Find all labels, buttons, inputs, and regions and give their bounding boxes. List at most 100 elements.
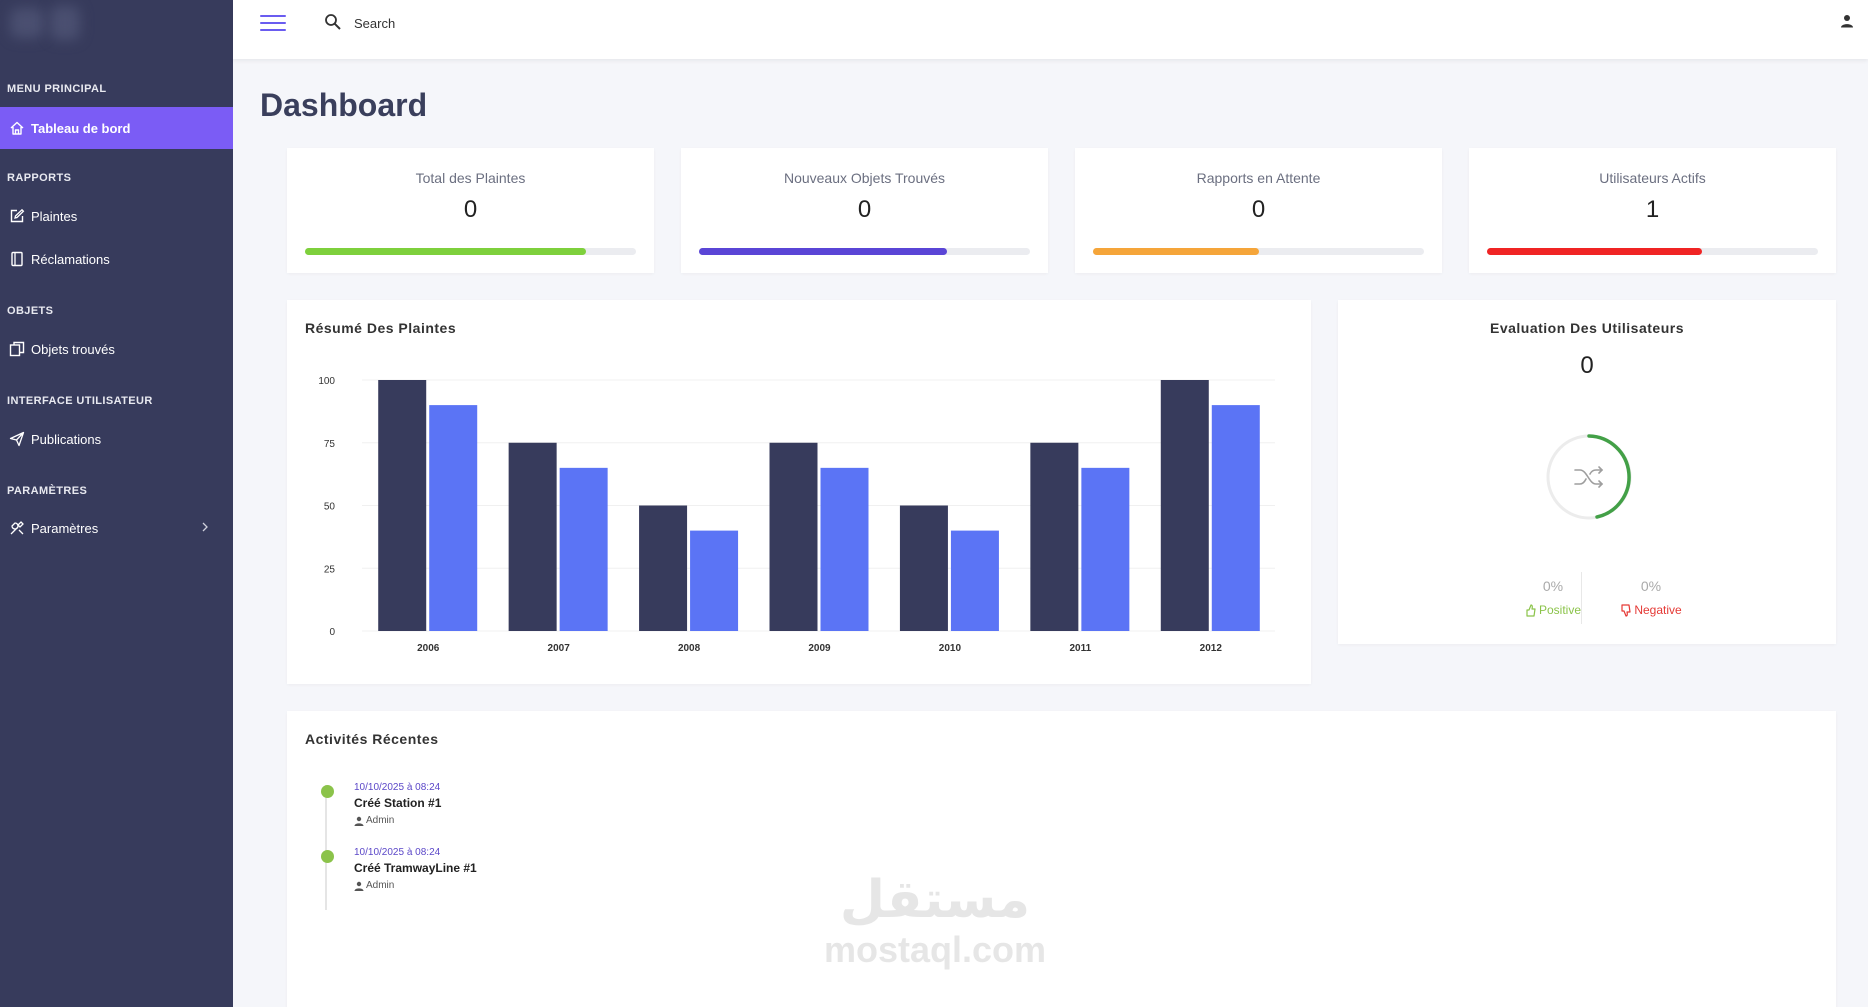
sidebar-item-parametres[interactable]: Paramètres	[0, 507, 233, 549]
x-tick-label: 2012	[1200, 643, 1223, 654]
timeline-dot	[321, 785, 334, 798]
bar-2008-series-2	[690, 530, 739, 631]
menu-toggle-icon[interactable]	[260, 15, 286, 35]
evaluation-value: 0	[1580, 352, 1594, 379]
activity-user: Admin	[354, 815, 394, 826]
negative-stat: 0% Negative	[1601, 578, 1701, 617]
section-title-interface-utilisateur: INTERFACE UTILISATEUR	[7, 395, 153, 407]
progress-bar	[699, 248, 1030, 255]
sidebar-item-objets-trouves[interactable]: Objets trouvés	[0, 328, 233, 370]
sidebar-item-tableau-de-bord[interactable]: Tableau de bord	[0, 107, 233, 149]
activity-title: Créé Station #1	[354, 796, 442, 810]
timeline-line	[325, 785, 327, 910]
bar-2007-series-1	[508, 442, 557, 631]
activity-user: Admin	[354, 880, 394, 891]
sidebar-item-label: Paramètres	[31, 520, 99, 536]
progress-fill	[1093, 248, 1259, 255]
chart-title: Résumé Des Plaintes	[305, 320, 457, 336]
thumbs-down-icon	[1621, 603, 1631, 617]
y-tick-label: 0	[329, 627, 335, 638]
bar-chart: 0 25 50 75 100 2006 2007 2008 2009 2010 2011 2012	[318, 376, 1275, 654]
sidebar-item-plaintes[interactable]: Plaintes	[0, 195, 233, 237]
evaluation-card: Evaluation Des Utilisateurs 0 0% Positiv…	[1338, 300, 1836, 644]
activity-user-name: Admin	[366, 880, 395, 891]
y-tick-label: 50	[324, 502, 336, 513]
x-tick-label: 2009	[808, 643, 831, 654]
bar-2011-series-2	[1081, 467, 1130, 631]
bar-2007-series-2	[559, 467, 608, 631]
bar-2006-series-2	[429, 405, 478, 631]
sidebar-item-publications[interactable]: Publications	[0, 418, 233, 460]
progress-bar	[1093, 248, 1424, 255]
x-tick-label: 2008	[678, 643, 701, 654]
evaluation-gauge	[1546, 434, 1632, 520]
page-title: Dashboard	[260, 87, 428, 123]
bar-2011-series-1	[1030, 442, 1079, 631]
stat-value: 0	[1251, 196, 1266, 223]
thumbs-up-icon	[1526, 603, 1536, 617]
stat-label: Nouveaux Objets Trouvés	[783, 170, 946, 186]
search-icon[interactable]	[324, 13, 342, 31]
sidebar-item-label: Plaintes	[31, 208, 78, 224]
stat-card-total-plaintes: Total des Plaintes 0	[287, 148, 654, 273]
activity-time: 10/10/2025 à 08:24	[354, 847, 441, 858]
copy-icon	[9, 341, 25, 357]
x-tick-label: 2010	[939, 643, 962, 654]
stat-value: 1	[1645, 196, 1660, 223]
negative-percent: 0%	[1640, 578, 1662, 594]
watermark-latin: mostaql.com	[823, 929, 1047, 970]
search-input[interactable]	[354, 12, 654, 34]
sidebar-item-reclamations[interactable]: Réclamations	[0, 238, 233, 280]
stat-value: 0	[857, 196, 872, 223]
activity-user-name: Admin	[366, 815, 395, 826]
stat-label: Total des Plaintes	[415, 170, 526, 186]
bar-2008-series-1	[639, 505, 688, 631]
sidebar-item-label: Objets trouvés	[31, 341, 115, 357]
home-icon	[10, 121, 24, 135]
x-tick-label: 2011	[1070, 643, 1092, 654]
sidebar-item-label: Réclamations	[31, 251, 110, 267]
send-icon	[9, 431, 25, 447]
activity-time: 10/10/2025 à 08:24	[354, 782, 441, 793]
evaluation-title: Evaluation Des Utilisateurs	[1489, 320, 1684, 336]
section-title-menu-principal: MENU PRINCIPAL	[7, 83, 107, 95]
section-title-parametres: PARAMÈTRES	[7, 485, 88, 497]
logo[interactable]	[8, 4, 88, 44]
activities-card: Activités Récentes	[287, 711, 1836, 1007]
tools-icon	[10, 521, 24, 535]
bar-2012-series-1	[1160, 380, 1209, 631]
user-icon[interactable]	[1840, 14, 1854, 28]
positive-percent: 0%	[1542, 578, 1564, 594]
progress-fill	[699, 248, 948, 255]
negative-label: Negative	[1634, 603, 1682, 617]
bar-2010-series-1	[899, 505, 948, 631]
edit-icon	[10, 208, 25, 223]
bar-2009-series-1	[769, 442, 818, 631]
bar-2006-series-1	[378, 380, 427, 631]
x-tick-label: 2007	[548, 643, 571, 654]
stat-card-nouveaux-objets: Nouveaux Objets Trouvés 0	[681, 148, 1048, 273]
shuffle-icon	[1574, 466, 1604, 488]
bar-2010-series-2	[950, 530, 999, 631]
book-icon	[11, 251, 23, 267]
positive-stat: 0% Positive	[1503, 578, 1603, 617]
watermark-arabic: مستقل	[839, 870, 1031, 930]
user-icon	[354, 816, 364, 826]
progress-bar	[1487, 248, 1818, 255]
stat-card-utilisateurs-actifs: Utilisateurs Actifs 1	[1469, 148, 1836, 273]
stat-value: 0	[463, 196, 478, 223]
summary-chart-card: Résumé Des Plaintes 0 25 50 75 100 2006 2007 20…	[287, 300, 1311, 684]
stat-card-rapports-attente: Rapports en Attente 0	[1075, 148, 1442, 273]
progress-bar	[305, 248, 636, 255]
user-icon	[354, 881, 364, 891]
stat-label: Rapports en Attente	[1196, 170, 1321, 186]
progress-fill	[1487, 248, 1703, 255]
y-tick-label: 25	[324, 564, 336, 575]
y-tick-label: 100	[318, 376, 335, 387]
positive-label: Positive	[1538, 603, 1582, 617]
divider	[1581, 572, 1582, 624]
section-title-objets: OBJETS	[7, 305, 54, 317]
stat-label: Utilisateurs Actifs	[1599, 170, 1706, 186]
bar-2012-series-2	[1211, 405, 1260, 631]
activities-title: Activités Récentes	[305, 731, 439, 747]
